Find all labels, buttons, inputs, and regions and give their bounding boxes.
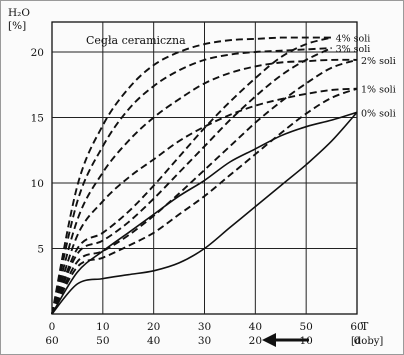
x-axis-label: T [361,320,369,333]
y-tick-label: 10 [31,178,44,190]
series-label: 0% soli [361,108,396,119]
data-curves [51,36,358,315]
series-3pct-soli-drying-curve [51,47,332,315]
x-tick-label-reverse: 50 [96,335,109,347]
x-tick-label: 60 [350,321,363,333]
series-label: 4% soli [336,34,371,45]
y-tick-label: 5 [37,244,44,256]
chart-title: Cegła ceramiczna [86,34,186,47]
series-3pct-soli-wetting-curve [51,47,332,315]
y-tick-label: 15 [31,113,44,125]
x-tick-label: 10 [96,321,109,333]
series-0pct-soli-drying-curve [51,111,358,315]
x-tick-labels-reverse: 6050403020100 [45,335,360,347]
x-tick-label: 50 [299,321,312,333]
series-0pct-soli-wetting-curve [51,111,358,315]
grid-lines [51,21,358,315]
x-tick-labels: 0 10 20 30 40 50 60 [49,321,364,333]
x-tick-label-reverse: 0 [354,335,361,347]
x-tick-label-reverse: 40 [147,335,160,347]
series-1pct-soli-drying-curve [51,87,358,315]
series-1pct-soli-wetting-curve [51,87,358,315]
x-tick-label-reverse: 60 [45,335,58,347]
y-tick-labels: 5 10 15 20 [31,47,44,256]
x-axis-unit: [doby] [351,336,383,347]
x-tick-label: 0 [49,321,56,333]
x-tick-label-reverse: 20 [249,335,262,347]
x-tick-label-reverse: 30 [198,335,211,347]
y-tick-label: 20 [31,47,44,59]
direction-arrow-icon [262,333,309,347]
series-4pct-soli-drying-curve [51,36,332,315]
y-axis-label: H₂O [8,7,30,19]
series-2pct-soli-wetting-curve [51,58,358,315]
series-label: 1% soli [361,85,396,96]
x-tick-label: 20 [147,321,160,333]
series-label: 3% soli [336,44,371,55]
series-4pct-soli-wetting-curve [51,36,332,315]
x-tick-label: 40 [249,321,262,333]
x-tick-label: 30 [198,321,211,333]
y-axis-unit: [%] [8,20,26,32]
series-label: 2% soli [361,56,396,67]
